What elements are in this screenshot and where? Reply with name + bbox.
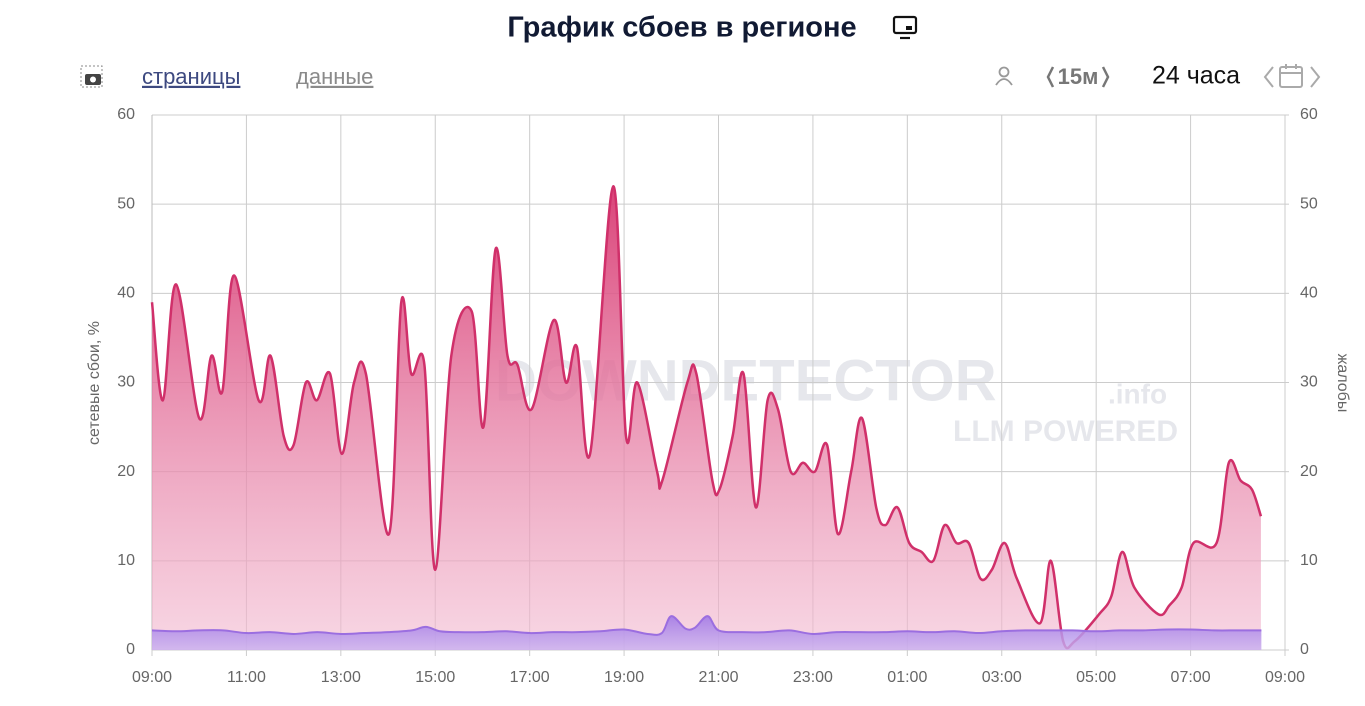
y2-tick-label: 60 (1300, 106, 1318, 123)
plot: 0 10 20 30 40 50 60 0 10 20 30 40 50 60 09:00 11:00 13:0… (86, 106, 1351, 686)
watermark-tagline: LLM POWERED (953, 415, 1178, 448)
y2-tick-label: 10 (1300, 552, 1318, 569)
tab-pages[interactable]: страницы (142, 64, 240, 89)
x-tick-label: 05:00 (1076, 669, 1116, 686)
interval[interactable]: 15м (1058, 64, 1099, 89)
camera-icon[interactable] (80, 65, 103, 88)
x-tick-label: 19:00 (604, 669, 644, 686)
y2-tick-label: 20 (1300, 463, 1318, 480)
line (150, 185, 1263, 650)
x-tick-label: 01:00 (887, 669, 927, 686)
user-icon[interactable] (995, 66, 1013, 86)
x-tick-label: 13:00 (321, 669, 361, 686)
x-tick-label: 07:00 (1171, 669, 1211, 686)
y-tick-label: 10 (117, 552, 135, 569)
y-tick-label: 50 (117, 195, 135, 212)
area (152, 186, 1261, 651)
period[interactable]: 24 часа (1152, 62, 1240, 90)
x-tick-label: 03:00 (982, 669, 1022, 686)
y2-tick-label: 0 (1300, 641, 1309, 658)
interval-chevrons[interactable] (1046, 66, 1110, 88)
tab-data[interactable]: данные (296, 64, 373, 89)
monitor-icon (892, 15, 918, 40)
x-tick-label: 15:00 (415, 669, 455, 686)
line (151, 615, 1262, 636)
x-tick-label: 17:00 (510, 669, 550, 686)
title: График сбоев в регионе (507, 12, 856, 44)
x-tick-label: 09:00 (132, 669, 172, 686)
x-tick-label: 23:00 (793, 669, 833, 686)
y-tick-label: 20 (117, 463, 135, 480)
x-tick-label: 21:00 (698, 669, 738, 686)
x-tick-label: 11:00 (227, 669, 266, 686)
calendar-nav[interactable] (1263, 64, 1321, 88)
x-tick-label: 09:00 (1265, 669, 1305, 686)
y-tick-label: 30 (117, 374, 135, 391)
y2-tick-label: 30 (1300, 374, 1318, 391)
y-tick-label: 0 (126, 641, 135, 658)
y-tick-label: 60 (117, 106, 135, 123)
y-axis-label: сетевые сбои, % (86, 321, 103, 445)
y2-axis-label: жалобы (1334, 354, 1351, 413)
watermark-suffix: .info (1108, 378, 1167, 409)
y2-tick-label: 40 (1300, 285, 1318, 302)
y2-tick-label: 50 (1300, 195, 1318, 212)
y-tick-label: 40 (117, 285, 135, 302)
area (152, 616, 1262, 650)
